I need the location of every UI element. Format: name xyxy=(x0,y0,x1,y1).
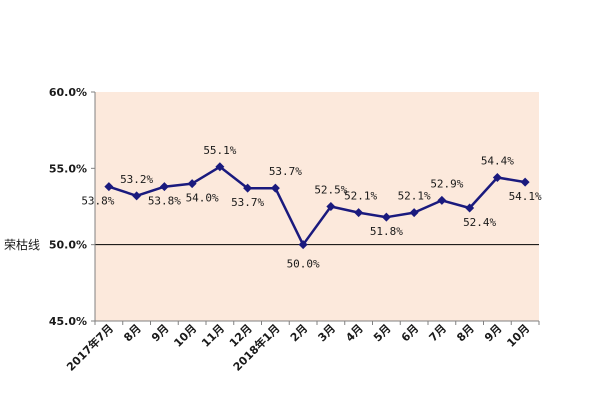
data-point xyxy=(243,183,253,193)
x-tick-label: 8月 xyxy=(121,322,143,344)
data-label: 54.0% xyxy=(186,192,219,205)
x-tick-label: 7月 xyxy=(427,322,449,344)
data-point xyxy=(381,212,391,222)
x-tick-label: 5月 xyxy=(371,322,393,344)
data-point xyxy=(215,162,225,172)
data-label: 53.7% xyxy=(231,196,264,209)
data-point xyxy=(298,240,308,250)
x-tick-label: 10月 xyxy=(504,322,532,350)
y-tick-label: 45.0% xyxy=(49,315,87,328)
x-tick-label: 9月 xyxy=(482,322,504,344)
data-point xyxy=(354,208,364,218)
data-point xyxy=(104,182,114,192)
y-tick-label: 60.0% xyxy=(49,86,87,99)
data-label: 53.8% xyxy=(81,195,114,208)
x-tick-label: 3月 xyxy=(316,322,338,344)
data-label: 52.9% xyxy=(430,177,463,190)
x-tick-label: 4月 xyxy=(343,322,365,344)
data-label: 53.8% xyxy=(148,195,181,208)
data-point xyxy=(492,172,502,182)
data-label: 52.1% xyxy=(344,190,377,203)
data-point xyxy=(270,183,280,193)
data-label: 51.8% xyxy=(370,225,403,238)
x-tick-label: 10月 xyxy=(171,322,199,350)
x-tick-label: 6月 xyxy=(399,322,421,344)
x-tick-label: 2017年7月 xyxy=(63,321,116,374)
x-tick-label: 11月 xyxy=(199,322,227,350)
data-point xyxy=(409,208,419,218)
data-label: 52.1% xyxy=(398,190,431,203)
data-point xyxy=(465,203,475,213)
data-point xyxy=(159,182,169,192)
y-tick-label: 55.0% xyxy=(49,162,87,175)
data-label: 54.4% xyxy=(481,154,514,167)
data-point xyxy=(187,179,197,189)
series-line xyxy=(108,165,526,246)
data-point xyxy=(326,202,336,211)
x-tick-label: 2月 xyxy=(288,322,310,344)
y-tick-label: 50.0% xyxy=(49,239,87,252)
data-label: 53.2% xyxy=(120,173,153,186)
reference-line-label: 荣枯线 xyxy=(4,237,40,252)
data-label: 53.7% xyxy=(269,165,302,178)
data-point xyxy=(437,195,447,205)
data-label: 52.4% xyxy=(463,216,496,229)
data-point xyxy=(520,177,530,187)
data-label: 52.5% xyxy=(314,184,347,197)
data-point xyxy=(132,191,142,201)
data-label: 50.0% xyxy=(287,258,320,271)
data-label: 54.1% xyxy=(509,190,542,203)
data-label: 55.1% xyxy=(203,144,236,157)
x-tick-label: 9月 xyxy=(149,322,171,344)
x-tick-label: 8月 xyxy=(454,322,476,344)
